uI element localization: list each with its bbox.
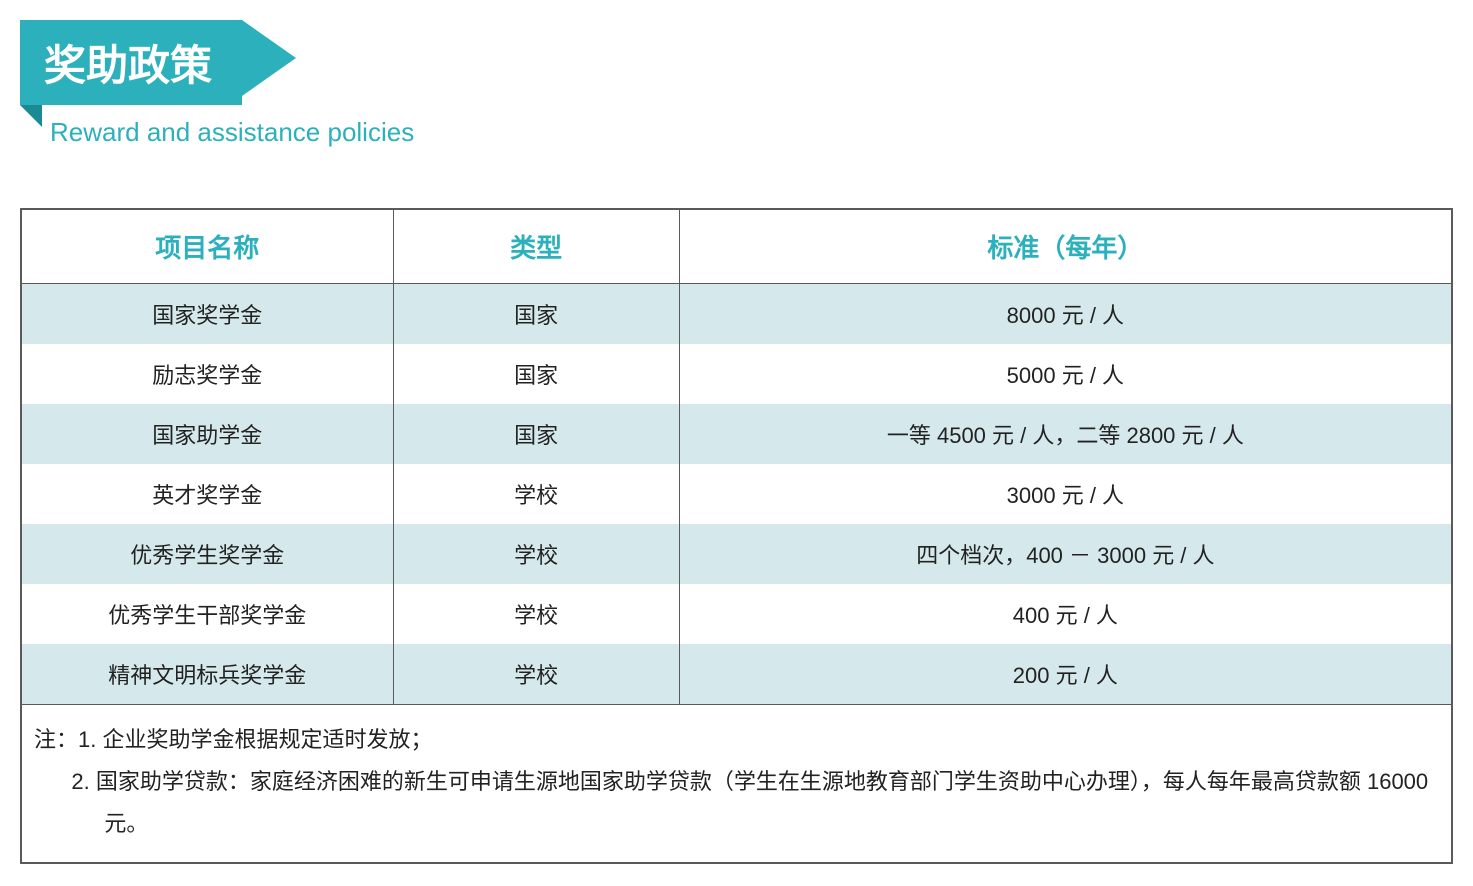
table-cell: 国家 [393,284,679,345]
table-cell: 学校 [393,584,679,644]
table-cell: 学校 [393,644,679,705]
table-cell: 一等 4500 元 / 人，二等 2800 元 / 人 [679,404,1452,464]
table-row: 英才奖学金学校3000 元 / 人 [21,464,1452,524]
notes-line2: 2. 国家助学贷款：家庭经济困难的新生可申请生源地国家助学贷款（学生在生源地教育… [34,761,1439,845]
table-cell: 四个档次，400 － 3000 元 / 人 [679,524,1452,584]
table-cell: 3000 元 / 人 [679,464,1452,524]
table-cell: 8000 元 / 人 [679,284,1452,345]
banner-title: 奖助政策 [20,20,242,105]
table-notes-cell: 注：1. 企业奖助学金根据规定适时发放； 2. 国家助学贷款：家庭经济困难的新生可… [21,705,1452,864]
table-cell: 国家 [393,404,679,464]
table-cell: 200 元 / 人 [679,644,1452,705]
notes-line1: 注：1. 企业奖助学金根据规定适时发放； [34,727,432,752]
table-body: 国家奖学金国家8000 元 / 人励志奖学金国家5000 元 / 人国家助学金国… [21,284,1452,864]
banner-subtitle: Reward and assistance policies [50,117,1453,148]
col-header-standard: 标准（每年） [679,209,1452,284]
table-cell: 5000 元 / 人 [679,344,1452,404]
table-cell: 励志奖学金 [21,344,393,404]
table-notes-row: 注：1. 企业奖助学金根据规定适时发放； 2. 国家助学贷款：家庭经济困难的新生可… [21,705,1452,864]
table-row: 国家奖学金国家8000 元 / 人 [21,284,1452,345]
table-row: 精神文明标兵奖学金学校200 元 / 人 [21,644,1452,705]
policy-table: 项目名称 类型 标准（每年） 国家奖学金国家8000 元 / 人励志奖学金国家5… [20,208,1453,864]
table-cell: 英才奖学金 [21,464,393,524]
table-cell: 精神文明标兵奖学金 [21,644,393,705]
table-cell: 学校 [393,464,679,524]
col-header-type: 类型 [393,209,679,284]
table-cell: 优秀学生奖学金 [21,524,393,584]
header-banner: 奖助政策 [20,20,242,105]
table-cell: 国家奖学金 [21,284,393,345]
table-cell: 学校 [393,524,679,584]
table-cell: 400 元 / 人 [679,584,1452,644]
table-cell: 国家助学金 [21,404,393,464]
table-cell: 国家 [393,344,679,404]
table-row: 国家助学金国家一等 4500 元 / 人，二等 2800 元 / 人 [21,404,1452,464]
table-cell: 优秀学生干部奖学金 [21,584,393,644]
col-header-name: 项目名称 [21,209,393,284]
table-row: 优秀学生奖学金学校四个档次，400 － 3000 元 / 人 [21,524,1452,584]
banner-fold [20,105,42,127]
table-row: 优秀学生干部奖学金学校400 元 / 人 [21,584,1452,644]
table-row: 励志奖学金国家5000 元 / 人 [21,344,1452,404]
table-header-row: 项目名称 类型 标准（每年） [21,209,1452,284]
